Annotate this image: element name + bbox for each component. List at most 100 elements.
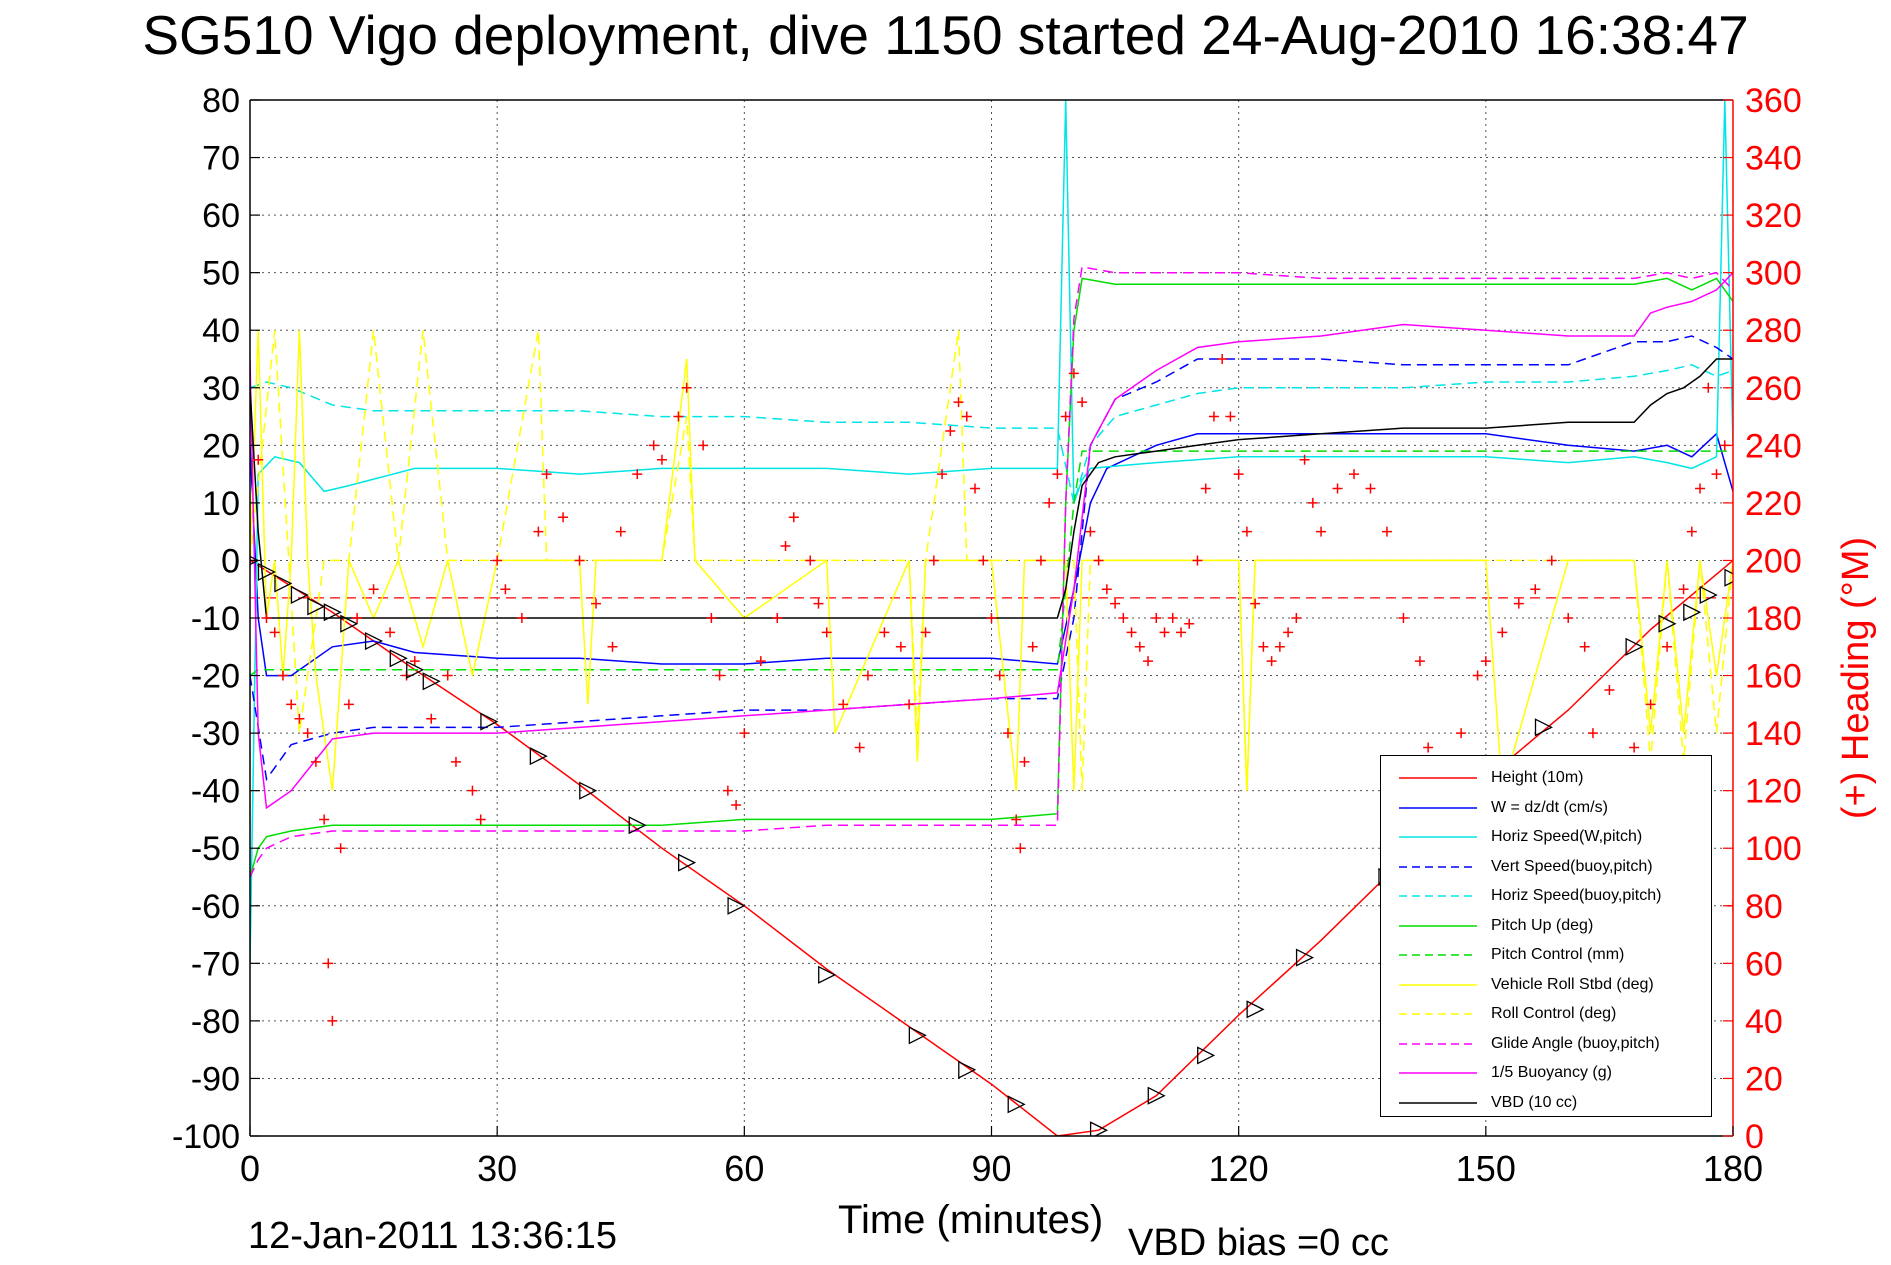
depth-marker [1007,1095,1026,1114]
heading-point [813,598,824,609]
heading-point [1563,613,1574,623]
y2-tick-label: 360 [1745,82,1802,120]
heading-point [1015,843,1026,854]
heading-point [1027,641,1038,652]
y-tick-label: -50 [191,830,240,868]
heading-point [1662,641,1673,652]
y2-tick-label: 260 [1745,370,1802,408]
heading-point [772,613,783,623]
heading-point [1175,627,1186,638]
y-tick-label: -100 [172,1118,240,1156]
heading-point [739,728,750,739]
heading-point [1110,598,1121,609]
heading-point [1274,641,1285,652]
heading-point [1711,469,1722,480]
heading-point [475,814,486,825]
y-tick-label: 60 [202,197,240,235]
heading-point [1002,728,1013,739]
heading-point [1118,613,1129,623]
heading-point [854,742,865,753]
heading-point [1250,598,1261,609]
depth-marker [1246,1000,1265,1019]
heading-point [261,613,272,623]
heading-point [1472,670,1483,681]
y2-tick-label: 80 [1745,888,1783,926]
y-tick-label: 80 [202,82,240,120]
heading-point [920,627,931,638]
y-tick-label: 0 [221,542,240,580]
y2-tick-label: 140 [1745,715,1802,753]
heading-point [1085,526,1096,537]
heading-point [492,555,503,566]
depth-marker [958,1060,977,1079]
y-tick-label: 50 [202,255,240,293]
heading-point [681,382,692,393]
legend-label: W = dz/dt (cm/s) [1491,798,1608,816]
y2-axis-label: (+) Heading (°M) [1835,537,1877,819]
heading-point [945,425,956,436]
heading-point [607,641,618,652]
x-axis-label: Time (minutes) [838,1198,1104,1242]
heading-point [978,555,989,566]
heading-point [706,613,717,623]
depth-marker [1295,948,1315,967]
heading-point [574,555,585,566]
heading-point [1686,526,1697,537]
heading-point [937,469,948,480]
heading-point [1645,699,1656,710]
heading-point [1011,814,1022,825]
heading-point [862,670,873,681]
heading-point [1456,728,1467,739]
y-tick-label: -10 [191,600,240,638]
heading-point [1019,756,1030,767]
heading-point [1349,469,1360,480]
y-tick-label: -30 [191,715,240,753]
heading-point [1365,483,1376,494]
heading-point [904,699,915,710]
heading-point [656,454,667,465]
heading-point [755,656,766,667]
depth-marker [628,816,647,835]
footer-vbd-bias: VBD bias =0 cc [1128,1222,1389,1264]
legend-item: Horiz Speed(buoy,pitch) [1381,884,1711,913]
heading-point [1101,584,1112,595]
heading-point [1513,598,1524,609]
heading-point [368,584,379,595]
heading-point [731,800,742,811]
legend-swatch [1399,777,1477,779]
series-pitch-control-mm-line [250,450,1733,677]
depth-marker [1534,718,1553,737]
heading-point [788,512,799,523]
heading-point [838,699,849,710]
heading-point [319,814,330,825]
heading-point [323,958,334,969]
heading-point [994,670,1005,681]
legend-swatch [1399,865,1477,868]
heading-point [1678,584,1689,595]
x-tick-label: 180 [1703,1148,1763,1189]
y2-tick-label: 220 [1745,485,1802,523]
legend-swatch [1399,1072,1477,1074]
x-tick-label: 120 [1209,1148,1269,1189]
heading-point [1316,526,1327,537]
depth-marker [818,965,837,984]
heading-point [1381,526,1392,537]
series-vert-speed-buoy-pitch-line [250,335,1733,782]
legend-item: Pitch Up (deg) [1381,914,1711,943]
heading-point [615,526,626,537]
heading-point [335,843,346,854]
heading-point [1299,454,1310,465]
y2-tick-label: 100 [1745,830,1802,868]
legend-swatch [1399,924,1477,927]
depth-marker [389,649,408,668]
legend-label: Horiz Speed(buoy,pitch) [1491,887,1662,904]
series-vehicle-roll-stbd-deg-line [250,330,1733,791]
depth-marker [908,1026,927,1045]
legend-label: Pitch Up (deg) [1491,916,1594,934]
depth-marker [257,562,276,582]
legend-swatch [1399,1042,1477,1045]
y-tick-label: -40 [191,773,240,811]
heading-point [426,713,437,724]
heading-point [409,656,420,667]
y2-tick-label: 300 [1745,255,1802,293]
